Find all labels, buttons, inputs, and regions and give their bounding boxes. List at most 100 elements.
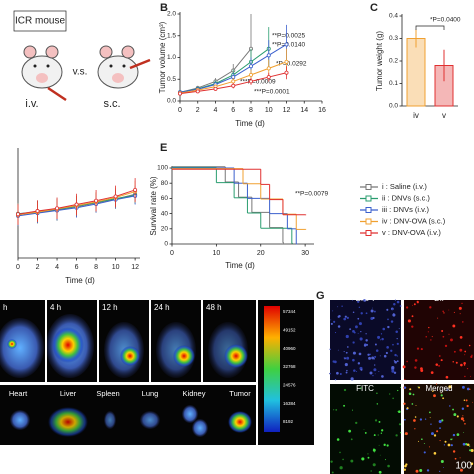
texture-dot	[404, 432, 408, 436]
texture-dot	[360, 368, 363, 371]
data-point	[284, 42, 289, 47]
texture-dot	[355, 325, 358, 329]
organ-label: Kidney	[183, 389, 206, 398]
texture-dot	[358, 306, 361, 308]
texture-dot	[470, 462, 474, 466]
texture-dot	[373, 448, 375, 450]
texture-dot	[357, 362, 361, 365]
texture-dot	[346, 316, 349, 319]
data-point	[15, 212, 20, 217]
texture-dot	[336, 371, 339, 375]
texture-dot	[439, 440, 441, 442]
texture-dot	[459, 313, 461, 315]
texture-dot	[398, 328, 400, 330]
texture-dot	[377, 434, 379, 436]
texture-dot	[361, 457, 365, 461]
texture-dot	[375, 349, 379, 352]
data-point	[177, 91, 182, 96]
texture-dot	[439, 427, 441, 430]
y-tick-label: 60	[161, 195, 169, 202]
x-tick-label: 10	[112, 264, 120, 271]
texture-dot	[345, 351, 348, 354]
texture-dot	[377, 335, 381, 339]
texture-dot	[398, 423, 401, 426]
route-label: i.v.	[25, 98, 38, 110]
texture-dot	[380, 432, 383, 434]
texture-dot	[374, 419, 378, 422]
panel-letter: C	[370, 2, 378, 14]
texture-dot	[447, 443, 451, 447]
x-axis-label: Time (d)	[225, 261, 255, 270]
texture-dot	[396, 300, 400, 304]
panel-letter: E	[160, 142, 167, 154]
texture-dot	[424, 418, 427, 420]
texture-dot	[387, 325, 390, 329]
legend-marker	[365, 195, 372, 202]
texture-dot	[397, 389, 399, 392]
texture-dot	[359, 337, 363, 341]
texture-dot	[369, 371, 373, 375]
texture-dot	[450, 438, 453, 441]
data-point	[133, 187, 138, 192]
x-tick-label: 8	[249, 107, 253, 114]
texture-dot	[466, 443, 470, 447]
texture-dot	[363, 344, 367, 347]
texture-dot	[414, 428, 416, 430]
texture-dot	[452, 324, 456, 328]
texture-dot	[339, 373, 342, 376]
texture-dot	[464, 350, 467, 353]
x-tick-label: 0	[170, 250, 174, 257]
texture-dot	[404, 433, 406, 435]
colorbar-tick-label: 57344	[283, 309, 296, 314]
texture-dot	[469, 388, 471, 391]
data-point	[35, 209, 40, 214]
texture-dot	[394, 360, 397, 364]
texture-dot	[441, 419, 444, 422]
annotation: *P=0.0292	[276, 61, 307, 68]
texture-dot	[466, 387, 470, 391]
texture-dot	[414, 416, 417, 418]
texture-dot	[441, 329, 444, 332]
texture-dot	[356, 371, 358, 373]
texture-dot	[373, 451, 375, 453]
texture-dot	[379, 355, 381, 357]
texture-dot	[353, 369, 356, 372]
texture-dot	[462, 321, 464, 323]
texture-dot	[440, 459, 444, 463]
texture-dot	[460, 417, 464, 421]
texture-dot	[349, 328, 352, 331]
texture-dot	[470, 449, 474, 453]
x-tick-label: 30	[301, 250, 309, 257]
texture-dot	[407, 319, 411, 323]
texture-dot	[352, 311, 355, 313]
texture-dot	[367, 353, 370, 356]
legend-marker	[365, 218, 372, 225]
texture-dot	[452, 433, 456, 437]
texture-dot	[429, 417, 431, 419]
texture-dot	[359, 387, 362, 390]
y-axis-label: Survival rate (%)	[149, 176, 158, 235]
texture-dot	[460, 363, 463, 367]
texture-dot	[393, 371, 397, 375]
texture-dot	[336, 438, 340, 441]
time-label: h	[3, 303, 7, 312]
texture-dot	[371, 307, 373, 309]
texture-dot	[396, 355, 398, 357]
texture-dot	[469, 449, 472, 452]
texture-dot	[446, 389, 449, 391]
x-tick-label: 12	[283, 107, 291, 114]
y-tick-label: 100	[157, 165, 168, 172]
texture-dot	[360, 330, 362, 333]
texture-dot	[429, 411, 431, 414]
texture-dot	[392, 397, 394, 400]
texture-dot	[391, 369, 395, 373]
texture-dot	[403, 468, 406, 471]
texture-dot	[459, 457, 461, 459]
texture-dot	[393, 313, 395, 315]
texture-dot	[376, 392, 378, 394]
data-point	[248, 64, 253, 69]
y-tick-label: 20	[161, 226, 169, 233]
annotation: **P=0.0140	[272, 42, 305, 49]
texture-dot	[449, 405, 451, 407]
texture-dot	[373, 368, 377, 372]
